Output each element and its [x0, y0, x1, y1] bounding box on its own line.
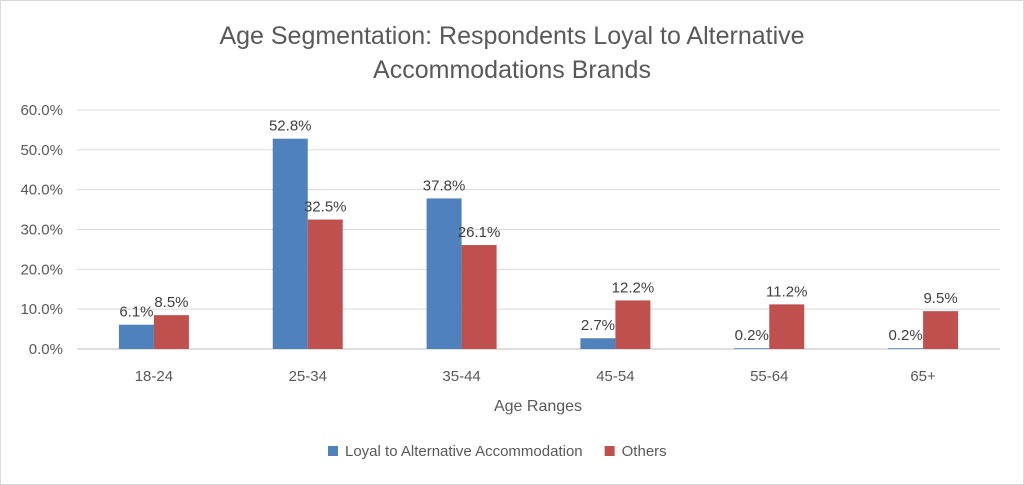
bar-others-45-54 [615, 300, 651, 349]
data-label: 37.8% [423, 177, 466, 194]
data-label: 12.2% [612, 279, 655, 296]
x-axis-ticks: 18-24 25-34 35-44 45-54 55-64 65+ [135, 368, 936, 385]
y-axis-ticks: 0.0% 10.0% 20.0% 30.0% 40.0% 50.0% 60.0% [20, 102, 63, 358]
x-tick-label: 45-54 [596, 368, 634, 385]
data-label: 0.2% [735, 327, 769, 344]
y-tick-label: 30.0% [20, 222, 63, 239]
x-axis-title: Age Ranges [494, 398, 582, 415]
chart-title-line-2: Accommodations Brands [373, 56, 651, 84]
y-tick-label: 10.0% [20, 301, 63, 318]
bar-loyal-65+ [888, 348, 924, 349]
y-tick-label: 50.0% [20, 142, 63, 159]
bar-loyal-45-54 [580, 338, 616, 349]
bars [118, 138, 959, 349]
data-label: 26.1% [458, 224, 501, 241]
y-tick-label: 60.0% [20, 102, 63, 119]
chart-title-line-1: Age Segmentation: Respondents Loyal to A… [219, 22, 804, 50]
x-tick-label: 65+ [910, 368, 936, 385]
y-tick-label: 20.0% [20, 261, 63, 278]
data-label: 0.2% [888, 327, 922, 344]
bar-others-35-44 [461, 245, 497, 349]
bar-others-55-64 [769, 304, 805, 349]
data-label: 9.5% [923, 290, 957, 307]
legend: Loyal to Alternative Accommodation Others [328, 443, 667, 460]
x-tick-label: 35-44 [442, 368, 480, 385]
y-tick-label: 0.0% [29, 341, 63, 358]
data-label: 32.5% [304, 199, 347, 216]
bar-loyal-35-44 [426, 198, 462, 349]
legend-key-others [604, 446, 615, 456]
data-label: 8.5% [154, 294, 188, 311]
legend-label: Loyal to Alternative Accommodation [345, 443, 583, 460]
bar-loyal-18-24 [118, 324, 154, 349]
data-labels: 6.1%8.5% 52.8% 32.5% 37.8% 26.1% 2.7% 12.2% 0.2… [119, 118, 957, 345]
gridlines [77, 109, 1000, 350]
bar-others-18-24 [153, 315, 189, 349]
bar-loyal-25-34 [272, 138, 308, 349]
data-label: 11.2% [766, 283, 807, 300]
x-tick-label: 25-34 [289, 368, 327, 385]
bar-others-25-34 [307, 219, 343, 349]
y-tick-label: 40.0% [20, 182, 63, 199]
data-label: 2.7% [581, 317, 615, 334]
bar-loyal-55-64 [734, 348, 770, 349]
legend-key-loyal [328, 446, 338, 456]
bar-others-65+ [923, 311, 959, 349]
legend-label: Others [622, 443, 667, 460]
x-tick-label: 55-64 [750, 368, 788, 385]
data-label: 52.8% [269, 118, 312, 135]
data-label: 6.1% [119, 304, 153, 321]
x-tick-label: 18-24 [135, 368, 173, 385]
